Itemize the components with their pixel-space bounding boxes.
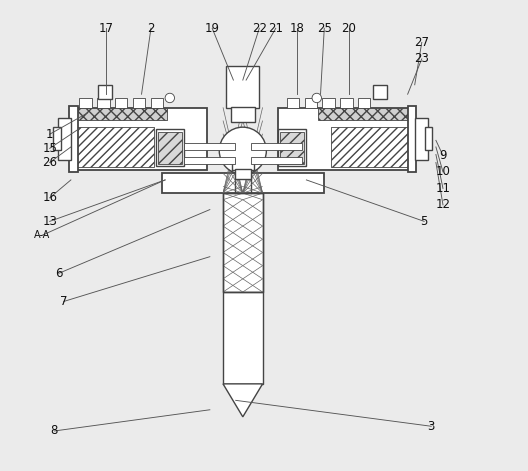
Text: 20: 20 [341,22,356,35]
Text: 23: 23 [414,52,429,65]
Bar [414,118,428,160]
Bar [156,129,184,166]
Text: 2: 2 [147,22,155,35]
Bar [341,98,353,108]
Bar [227,66,259,108]
Text: 22: 22 [252,22,267,35]
Bar [278,129,306,166]
Bar [79,98,92,108]
Bar [97,98,109,108]
Bar [223,193,262,292]
Text: 3: 3 [428,420,435,433]
Bar [280,132,304,164]
Text: 10: 10 [436,165,450,179]
Text: 9: 9 [439,149,447,162]
Circle shape [219,127,266,174]
Text: 17: 17 [99,22,114,35]
Bar [305,98,317,108]
Bar [223,292,262,384]
Bar [425,127,432,150]
Bar [184,143,235,150]
Text: 19: 19 [205,22,220,35]
Text: 13: 13 [42,215,57,228]
Bar [58,118,71,160]
Bar [251,143,301,150]
Bar [223,193,262,292]
Bar [231,107,254,122]
Bar [133,98,145,108]
Polygon shape [223,384,262,417]
Bar [115,98,127,108]
Text: 5: 5 [420,215,428,228]
Text: A-A: A-A [34,230,50,241]
Bar [53,127,61,150]
Text: 26: 26 [42,156,57,169]
Text: 6: 6 [55,267,63,280]
Bar [332,127,411,167]
Bar [184,157,235,164]
Text: 25: 25 [317,22,332,35]
Bar [235,169,251,179]
Text: 15: 15 [42,142,57,155]
Bar [71,108,208,170]
Text: 8: 8 [51,424,58,438]
Bar [70,106,78,172]
Bar [318,108,412,120]
Bar [73,108,167,120]
Text: 1: 1 [46,128,53,141]
Text: 27: 27 [414,36,429,49]
Bar [74,127,154,167]
Bar [151,98,163,108]
Bar [251,157,301,164]
Bar [287,98,299,108]
Text: 21: 21 [268,22,284,35]
Text: 7: 7 [60,295,68,308]
Bar [98,85,112,99]
Circle shape [165,93,175,103]
Bar [373,85,388,99]
Bar [323,98,335,108]
Bar [358,98,371,108]
Bar [408,106,416,172]
Text: 12: 12 [436,198,450,211]
Text: 18: 18 [289,22,305,35]
Text: 11: 11 [436,182,450,195]
Bar [278,108,414,170]
Bar [162,173,324,193]
Text: 16: 16 [42,191,57,204]
Circle shape [312,93,322,103]
Bar [158,132,182,164]
